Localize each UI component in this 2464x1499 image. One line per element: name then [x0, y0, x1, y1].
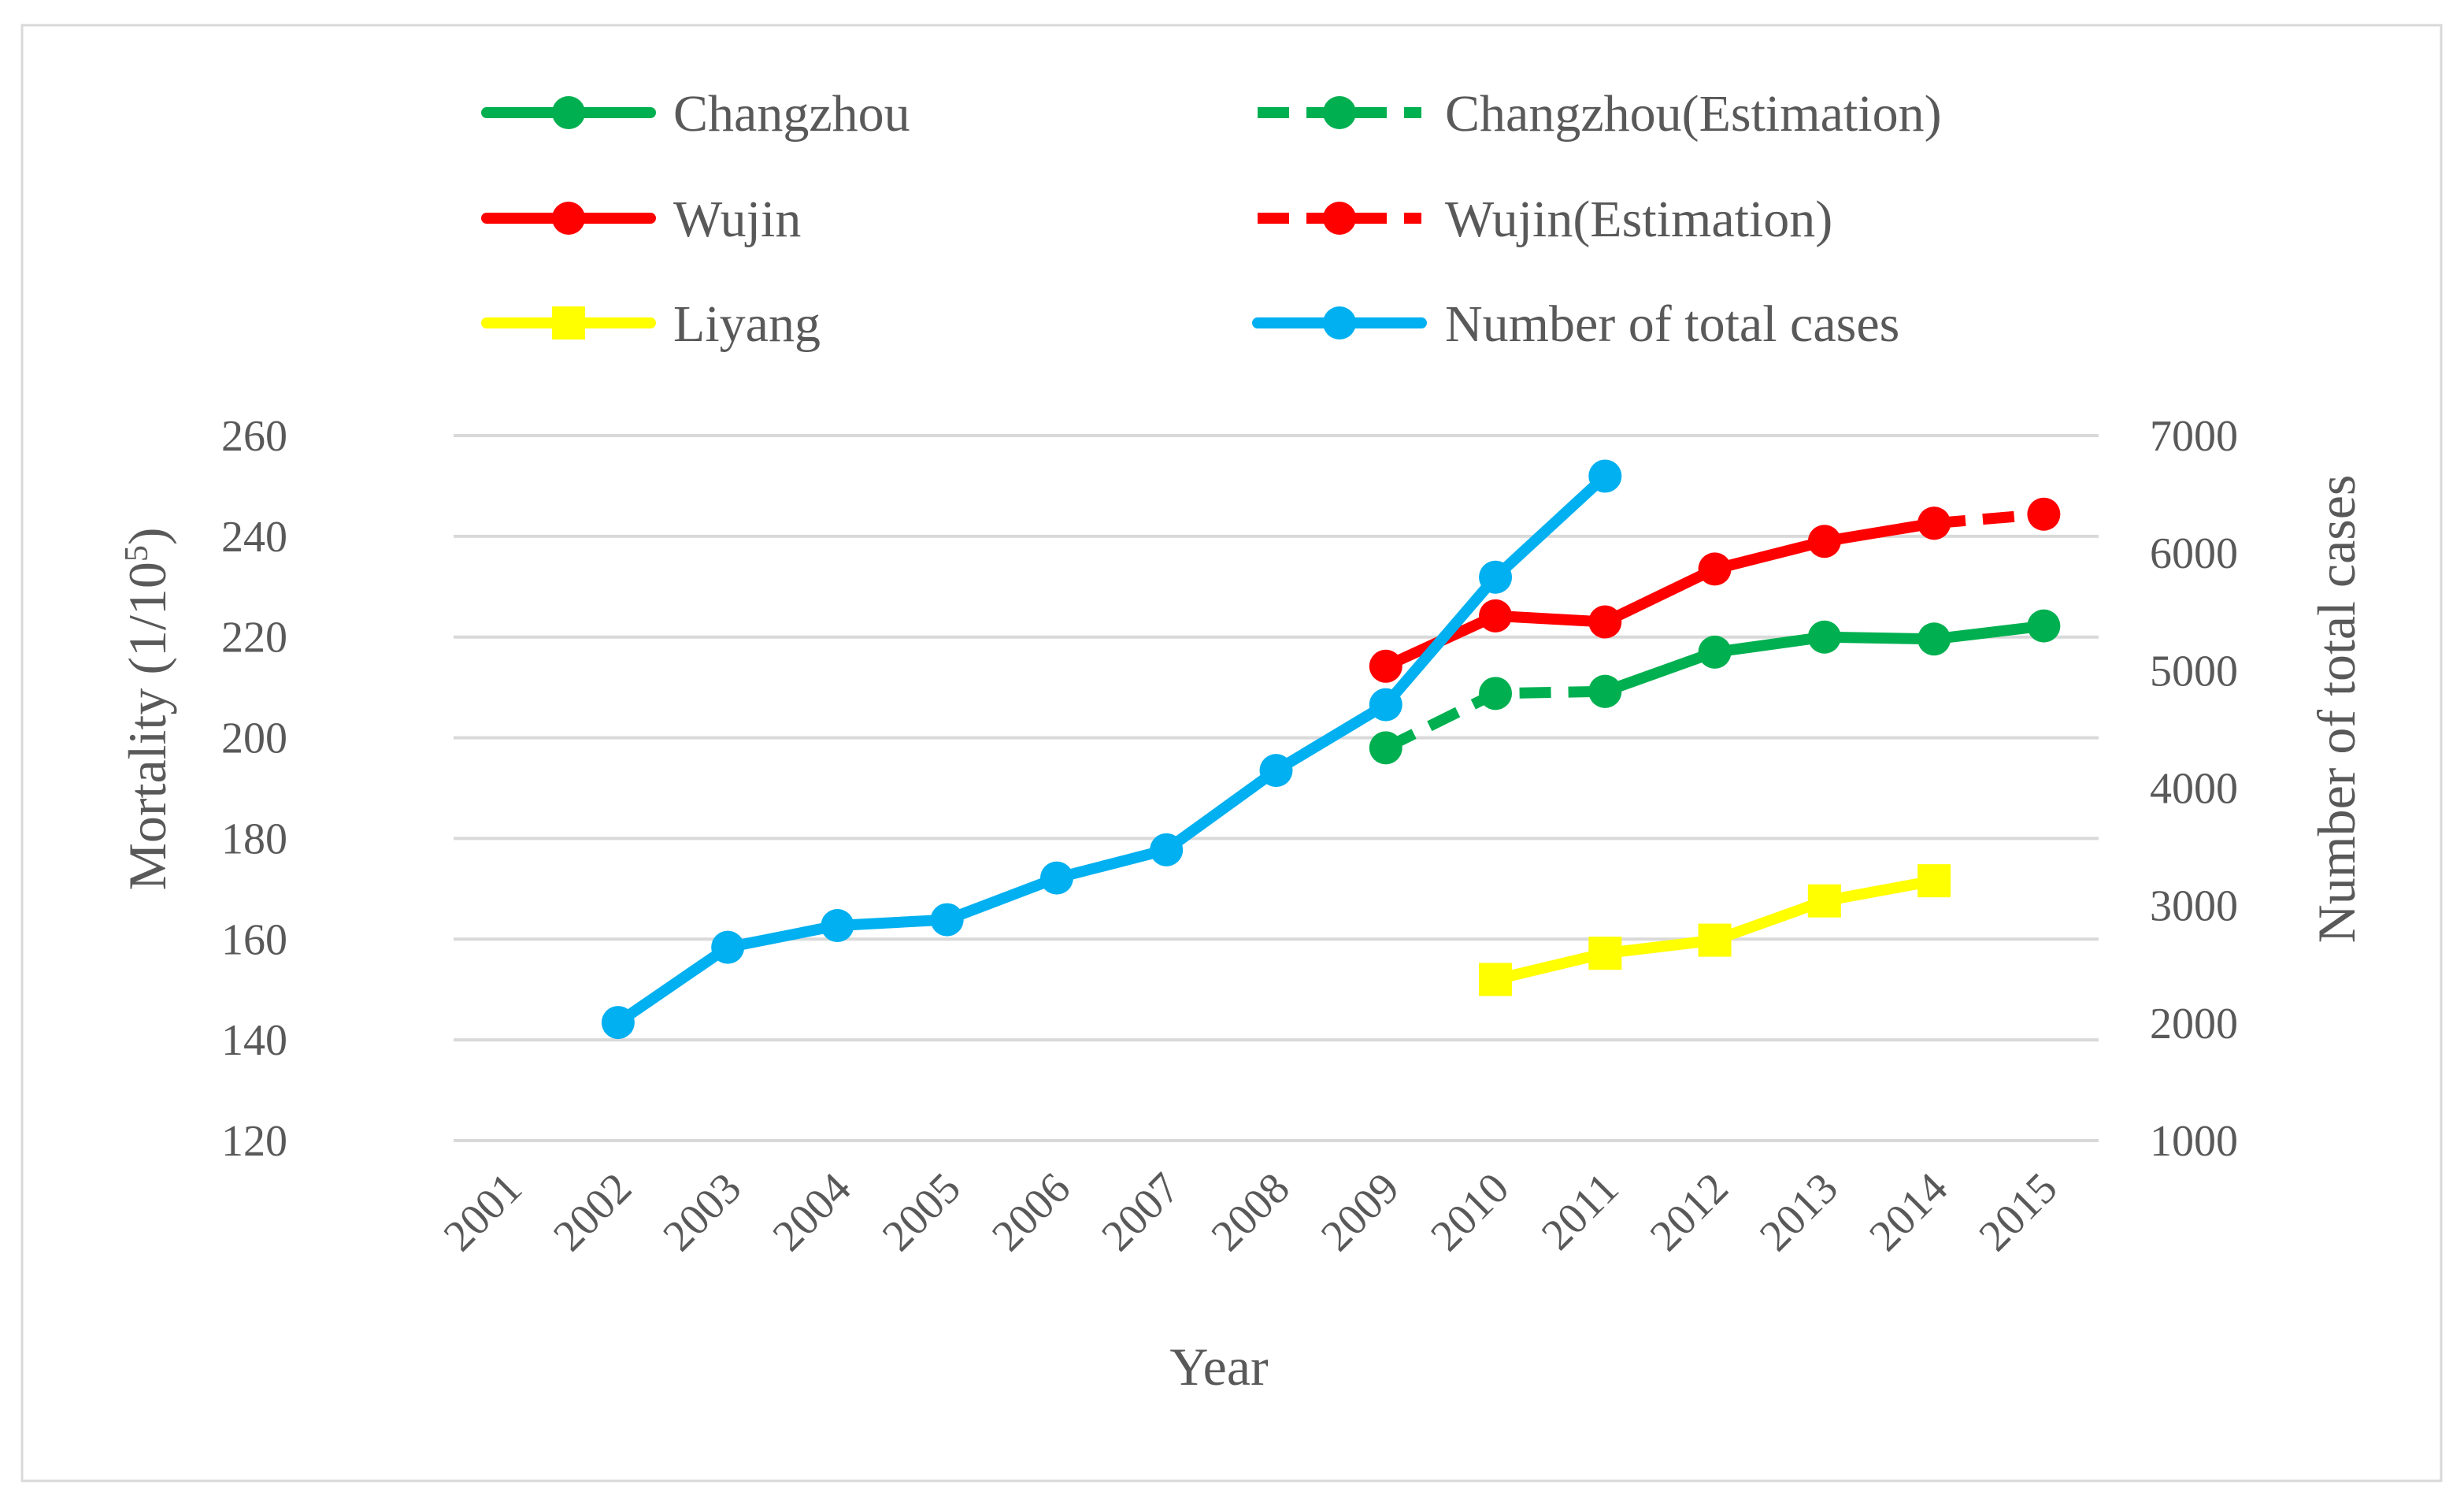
y2-tick-label: 7000: [2150, 412, 2238, 461]
data-point: [1150, 833, 1184, 866]
legend-label: Number of total cases: [1445, 295, 1899, 353]
legend-label: Liyang: [673, 295, 821, 353]
data-point: [2027, 609, 2061, 643]
data-point: [1369, 649, 1402, 683]
y2-tick-label: 2000: [2150, 1000, 2238, 1048]
y-tick-label: 200: [221, 714, 287, 763]
y-tick-label: 240: [221, 513, 287, 562]
y-tick-label: 120: [221, 1117, 287, 1166]
y-tick-label: 220: [221, 614, 287, 662]
data-point: [1698, 552, 1732, 586]
data-point: [1259, 754, 1293, 788]
data-point: [1369, 731, 1402, 765]
legend-marker: [552, 306, 585, 340]
legend-marker: [1323, 202, 1356, 235]
series-number-of-total-cases: [601, 459, 1622, 1040]
series-wujin: [1369, 506, 1951, 683]
series-layer: [601, 459, 2061, 1040]
data-point: [2027, 497, 2061, 531]
data-point: [1807, 620, 1841, 654]
data-point: [1479, 677, 1513, 711]
y2-tick-label: 6000: [2150, 529, 2238, 578]
series-changzhou: [1588, 609, 2061, 708]
legend-entry: Wujin: [481, 191, 801, 248]
legend-entry: Liyang: [481, 295, 821, 353]
legend-label: Wujin: [673, 191, 801, 248]
y-axis-right: 1000 2000 3000 4000 5000 6000 7000: [2150, 412, 2238, 1166]
data-point: [1588, 937, 1622, 970]
legend-label: Changzhou: [673, 85, 910, 143]
legend-entry: Changzhou: [481, 85, 910, 143]
series-line: [1380, 518, 1940, 672]
data-point: [930, 903, 964, 937]
y-tick-label: 140: [221, 1016, 287, 1065]
series-line: [1933, 508, 2044, 529]
series-line: [612, 470, 1611, 1029]
data-point: [821, 909, 854, 943]
data-point: [1588, 605, 1622, 639]
x-axis-title: Year: [1169, 1337, 1269, 1397]
data-point: [601, 1006, 635, 1040]
y-tick-label: 180: [221, 814, 287, 863]
y2-tick-label: 3000: [2150, 882, 2238, 931]
chart-border: [20, 24, 2443, 1482]
legend-marker: [552, 96, 585, 129]
data-point: [1039, 861, 1073, 895]
y2-tick-label: 1000: [2150, 1117, 2238, 1166]
data-point: [1917, 506, 1951, 540]
legend-entry: Number of total cases: [1252, 295, 1899, 353]
data-point: [1479, 560, 1513, 594]
series-liyang: [1479, 864, 1951, 996]
legend-marker: [552, 202, 585, 235]
data-point: [1588, 459, 1622, 493]
y2-tick-label: 4000: [2150, 765, 2238, 814]
data-point: [1698, 923, 1732, 957]
legend-label: Changzhou(Estimation): [1445, 85, 1942, 143]
data-point: [1479, 963, 1513, 996]
legend-marker: [1323, 306, 1356, 340]
data-point: [1807, 525, 1841, 558]
legend-entry: Changzhou(Estimation): [1258, 85, 1942, 143]
y-tick-label: 160: [221, 915, 287, 964]
y2-axis-title: Number of total cases: [2307, 475, 2366, 944]
legend-entry: Wujin(Estimation): [1258, 191, 1832, 248]
data-point: [1807, 884, 1841, 918]
data-point: [711, 930, 745, 964]
data-point: [1479, 599, 1513, 633]
data-point: [1917, 864, 1951, 898]
data-point: [1588, 674, 1622, 708]
legend: Changzhou Changzhou(Estimation) Wujin Wujin…: [481, 85, 1942, 353]
data-point: [1917, 622, 1951, 656]
y-axis-title: Mortality (1/105): [117, 527, 177, 890]
legend-marker: [1323, 96, 1356, 129]
y-tick-label: 260: [221, 412, 287, 461]
data-point: [1369, 688, 1402, 722]
y2-tick-label: 5000: [2150, 647, 2238, 696]
y-axis-left: 120 140 160 180 200 220 240 260: [221, 412, 287, 1166]
legend-label: Wujin(Estimation): [1445, 191, 1832, 248]
data-point: [1698, 635, 1732, 669]
